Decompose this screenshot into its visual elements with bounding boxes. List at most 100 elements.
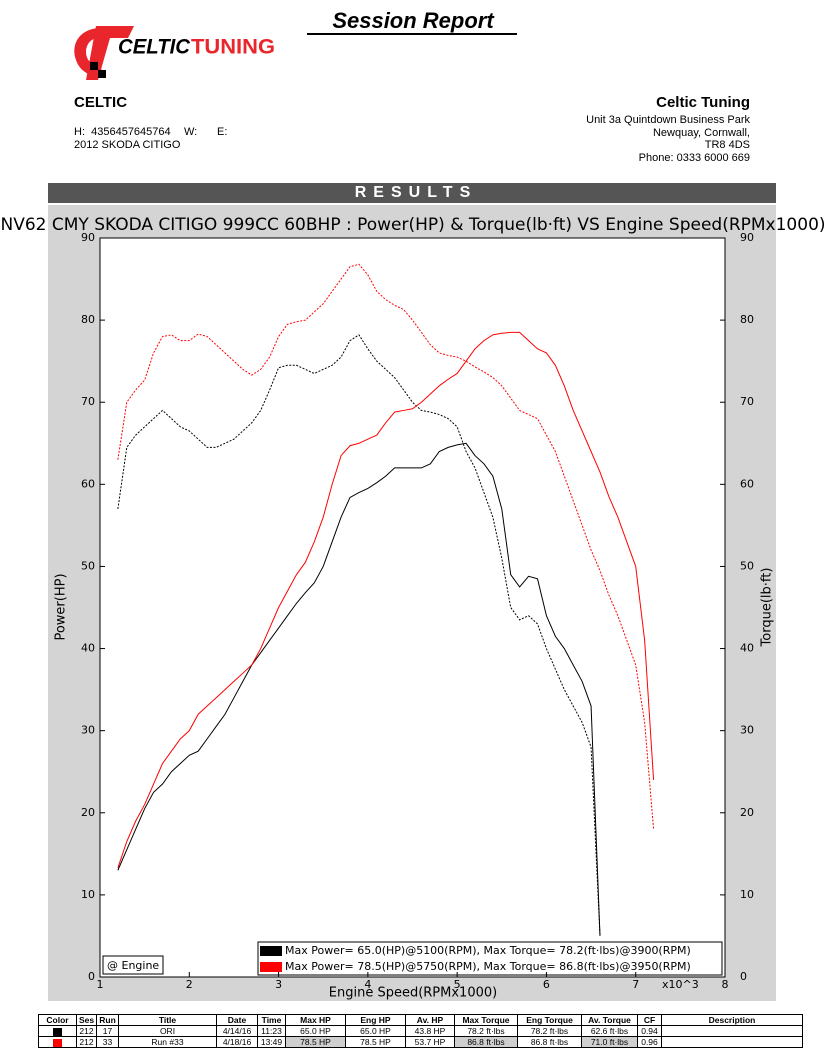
y2-tick-label: 20: [740, 806, 754, 819]
color-cell: [38, 1025, 77, 1037]
torque-line: [117, 263, 655, 830]
description-cell: [661, 1036, 803, 1048]
column-header: Title: [118, 1014, 217, 1026]
y2-tick-label: 0: [740, 970, 747, 983]
color-swatch: [53, 1027, 62, 1036]
description-cell: [661, 1025, 803, 1037]
y-tick-label: 20: [81, 806, 95, 819]
customer-vehicle: 2012 SKODA CITIGO: [74, 139, 181, 151]
column-header: CF: [637, 1014, 662, 1026]
table-cell: 13:49: [257, 1036, 286, 1048]
table-cell: 212: [76, 1025, 97, 1037]
company-phone: Phone: 0333 6000 669: [639, 152, 750, 164]
column-header: Description: [661, 1014, 803, 1026]
table-header: Color Ses Run Title Date Time Max HP Eng HP Av. …: [38, 1014, 803, 1026]
table-cell: 4/18/16: [216, 1036, 258, 1048]
customer-contact: W:: [184, 126, 197, 138]
logo-flag: [90, 62, 98, 70]
x-axis-label: Engine Speed(RPMx1000): [329, 986, 497, 1001]
y-tick-label: 40: [81, 642, 95, 655]
column-header: Time: [257, 1014, 286, 1026]
table-cell: 78.2 ft·lbs: [454, 1025, 518, 1037]
table-cell: 78.2 ft·lbs: [517, 1025, 582, 1037]
column-header: Max HP: [285, 1014, 346, 1026]
y2-tick-label: 90: [740, 231, 754, 244]
logo-flag: [98, 70, 106, 78]
y2-tick-label: 40: [740, 642, 754, 655]
x-tick-label: 8: [722, 978, 729, 991]
column-header: Eng Torque: [517, 1014, 582, 1026]
legend-label: Max Power= 65.0(HP)@5100(RPM), Max Torqu…: [285, 944, 691, 957]
customer-contact: H: 4356457645764: [74, 126, 171, 138]
company-name: Celtic Tuning: [656, 94, 750, 111]
column-header: Av. Torque: [581, 1014, 638, 1026]
color-swatch: [53, 1038, 62, 1047]
y-tick-label: 80: [81, 313, 95, 326]
report: CELTIC TUNING Session Report CELTIC H: 4…: [0, 8, 826, 1001]
y2-axis-label: Torque(lb·ft): [760, 568, 775, 648]
y-tick-label: 60: [81, 477, 95, 490]
y-tick-label: 70: [81, 395, 95, 408]
table-cell: 65.0 HP: [345, 1025, 406, 1037]
y-tick-label: 0: [88, 970, 95, 983]
column-header: Max Torque: [454, 1014, 518, 1026]
customer-name: CELTIC: [74, 94, 127, 111]
column-header: Color: [38, 1014, 77, 1026]
column-header: Ses: [76, 1014, 97, 1026]
table-cell: 11:23: [257, 1025, 286, 1037]
table-row: 212 17 ORI 4/14/16 11:23 65.0 HP 65.0 HP 43.8 H…: [38, 1025, 803, 1037]
y-tick-label: 50: [81, 559, 95, 572]
table-cell: 86.8 ft·lbs: [454, 1036, 518, 1048]
power-line: [117, 442, 601, 936]
torque-line: [117, 334, 601, 936]
company-address: TR8 4DS: [705, 139, 750, 151]
run-table: Color Ses Run Title Date Time Max HP Eng HP Av. …: [38, 1014, 803, 1048]
legend-swatch: [260, 962, 282, 972]
report-title: Session Report: [332, 8, 495, 33]
y2-tick-label: 70: [740, 395, 754, 408]
table-cell: 65.0 HP: [285, 1025, 346, 1037]
x-tick-label: 2: [186, 978, 193, 991]
legend-label: Max Power= 78.5(HP)@5750(RPM), Max Torqu…: [285, 960, 691, 973]
x-tick-label: 6: [543, 978, 550, 991]
table-cell: 86.8 ft·lbs: [517, 1036, 582, 1048]
company-address: Unit 3a Quintdown Business Park: [586, 114, 750, 126]
y2-tick-label: 80: [740, 313, 754, 326]
table-cell: 0.96: [637, 1036, 662, 1048]
x-multiplier: x10^3: [662, 978, 699, 991]
column-header: Run: [96, 1014, 119, 1026]
power-line: [117, 331, 655, 868]
legend-box: [257, 941, 723, 976]
legend-swatch: [260, 946, 282, 956]
section-bar: [48, 183, 776, 203]
chart-title: NV62 CMY SKODA CITIGO 999CC 60BHP : Powe…: [0, 215, 825, 235]
y2-tick-label: 10: [740, 888, 754, 901]
y-tick-label: 10: [81, 888, 95, 901]
x-tick-label: 4: [364, 978, 371, 991]
table-cell: 62.6 ft·lbs: [581, 1025, 638, 1037]
y2-tick-label: 50: [740, 559, 754, 572]
column-header: Eng HP: [345, 1014, 406, 1026]
x-tick-label: 5: [454, 978, 461, 991]
y2-tick-label: 30: [740, 724, 754, 737]
table-cell: 78.5 HP: [285, 1036, 346, 1048]
y-tick-label: 90: [81, 231, 95, 244]
y-axis-label: Power(HP): [54, 573, 69, 640]
plot-area: [99, 237, 726, 978]
table-cell: 78.5 HP: [345, 1036, 406, 1048]
y-tick-label: 30: [81, 724, 95, 737]
section-title: RESULTS: [355, 184, 477, 201]
table-cell: 4/14/16: [216, 1025, 258, 1037]
annotation: @ Engine: [107, 959, 159, 972]
logo-text: TUNING: [191, 36, 275, 59]
table-body: 212 17 ORI 4/14/16 11:23 65.0 HP 65.0 HP 43.8 H…: [38, 1025, 803, 1048]
table-cell: 53.7 HP: [405, 1036, 455, 1048]
table-cell: 0.94: [637, 1025, 662, 1037]
table-cell: ORI: [118, 1025, 217, 1037]
table-cell: 212: [76, 1036, 97, 1048]
company-address: Newquay, Cornwall,: [653, 127, 750, 139]
y2-tick-label: 60: [740, 477, 754, 490]
x-tick-label: 7: [632, 978, 639, 991]
table-cell: 33: [96, 1036, 119, 1048]
